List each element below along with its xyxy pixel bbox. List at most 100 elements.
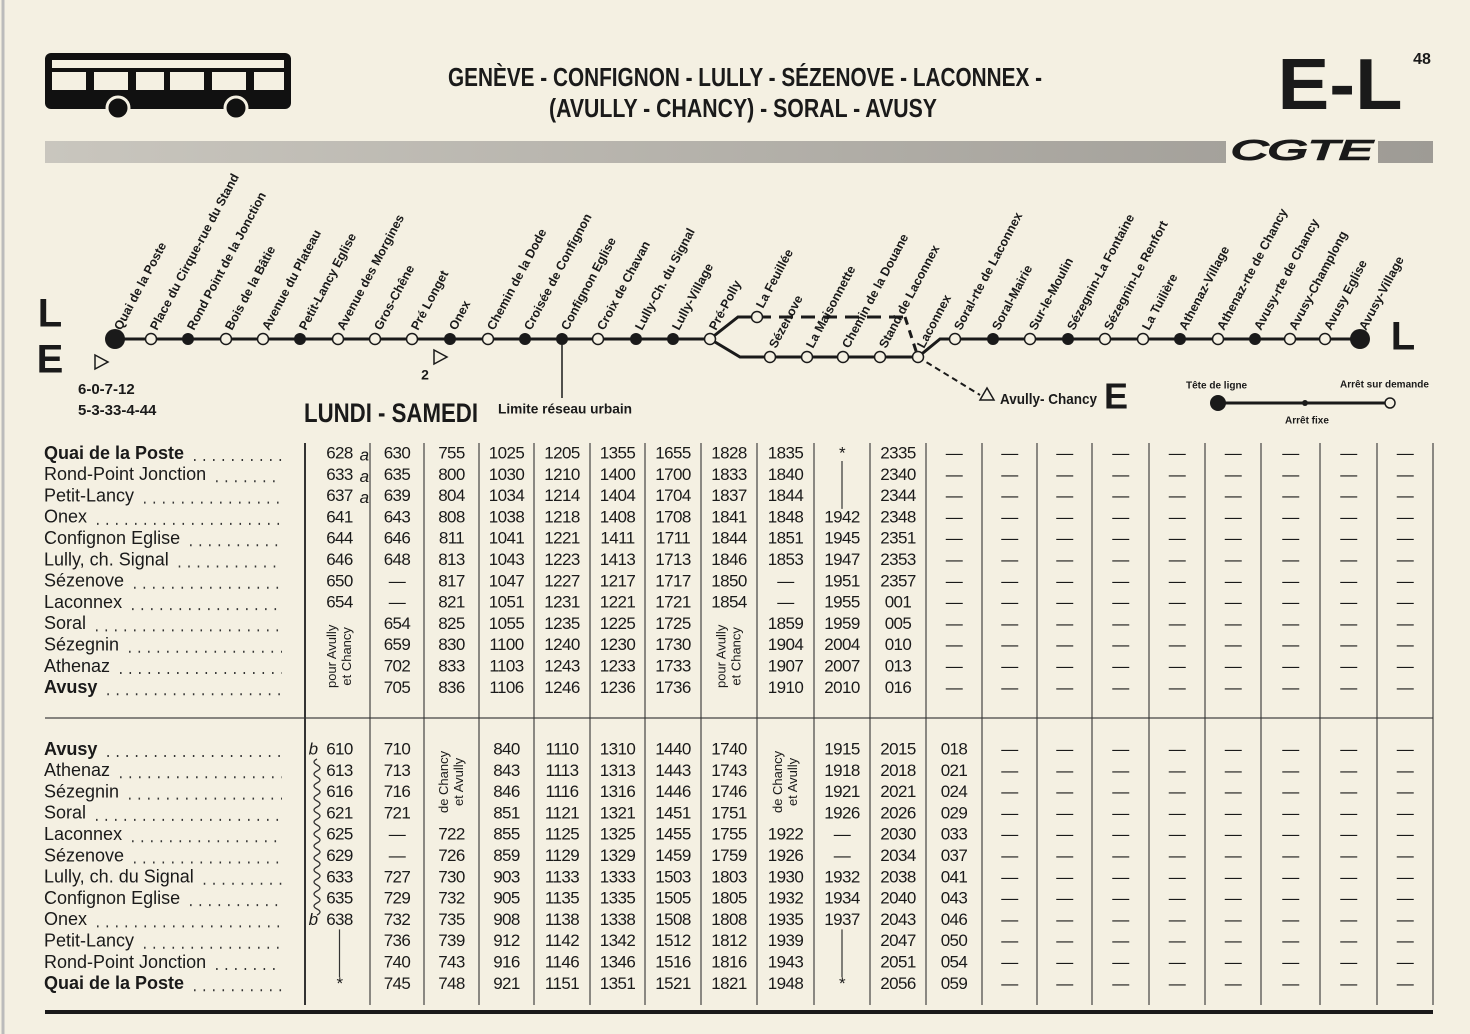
request-stop	[368, 332, 382, 346]
departure-time: 2353	[880, 550, 916, 569]
stop-name: Athenaz	[44, 656, 110, 676]
departure-time: —	[1282, 443, 1299, 462]
stop-name: Onex	[44, 909, 87, 929]
stop-name: Confignon Eglise	[44, 888, 180, 908]
departure-time: —	[1282, 761, 1299, 780]
departure-time: —	[1169, 931, 1186, 950]
departure-time: —	[946, 678, 963, 697]
departure-time: 1214	[544, 486, 580, 505]
departure-time: —	[1169, 571, 1186, 590]
departure-time: —	[1169, 656, 1186, 675]
terminus-stop	[1350, 329, 1370, 349]
departure-time: —	[1001, 656, 1018, 675]
departure-time: —	[1001, 443, 1018, 462]
legend-terminus-dot	[1210, 395, 1226, 411]
departure-time: —	[1282, 889, 1299, 908]
departure-time: —	[1282, 571, 1299, 590]
departure-time: 654	[326, 593, 353, 612]
departure-time: —	[1282, 593, 1299, 612]
departure-time: 1846	[711, 550, 747, 569]
departure-time: 1138	[545, 910, 579, 929]
terminus-stop	[105, 329, 125, 349]
departure-time: —	[1225, 910, 1242, 929]
departure-time: —	[1282, 529, 1299, 548]
departure-time: —	[1282, 739, 1299, 758]
departure-time: 1236	[600, 678, 636, 697]
request-stop	[948, 332, 962, 346]
departure-time: —	[1282, 550, 1299, 569]
request-stop	[1283, 332, 1297, 346]
departure-time: 710	[384, 739, 411, 758]
departure-time: 804	[438, 486, 465, 505]
departure-time: 1041	[489, 529, 525, 548]
departure-time: 808	[438, 507, 465, 526]
departure-time: —	[1340, 507, 1357, 526]
departure-time: —	[1340, 443, 1357, 462]
departure-time: —	[1056, 550, 1073, 569]
departure-time: —	[834, 825, 851, 844]
departure-time: 1503	[655, 867, 691, 886]
departure-time: —	[1056, 846, 1073, 865]
departure-time: —	[1056, 803, 1073, 822]
departure-time: 1907	[768, 656, 804, 675]
departure-time: 1129	[545, 846, 579, 865]
departure-time: —	[1112, 465, 1129, 484]
fixed-stop	[556, 333, 568, 345]
departure-time: 633	[326, 465, 353, 484]
departure-time: 811	[439, 529, 464, 548]
legend-request-dot	[1384, 397, 1396, 409]
stop-name: Sézegnin	[44, 634, 119, 654]
stop-name: Lully, ch. du Signal	[44, 867, 194, 887]
departure-time: 1805	[711, 889, 747, 908]
days: LUNDI - SAMEDI	[304, 398, 478, 428]
fixed-stop	[667, 333, 679, 345]
departure-time: 1231	[544, 593, 580, 612]
fixed-stop	[630, 333, 642, 345]
departure-time: —	[1282, 931, 1299, 950]
stop-name: Sézenove	[44, 845, 124, 865]
departure-time: 1210	[544, 465, 580, 484]
departure-time: —	[1282, 465, 1299, 484]
departure-time: —	[834, 846, 851, 865]
departure-time: —	[1112, 739, 1129, 758]
departure-time: —	[1056, 635, 1073, 654]
departure-time: 613	[326, 761, 353, 780]
request-stop	[481, 332, 495, 346]
departure-time: 043	[941, 889, 968, 908]
departure-time: 1146	[545, 952, 579, 971]
departure-time: 1408	[600, 507, 636, 526]
departure-time: —	[1397, 507, 1414, 526]
departure-time: 2010	[824, 678, 860, 697]
departure-time: 1934	[824, 889, 860, 908]
departure-time: 1400	[600, 465, 636, 484]
stop-name: Rond-Point Jonction	[44, 952, 206, 972]
departure-time: —	[1282, 910, 1299, 929]
departure-time: —	[1282, 614, 1299, 633]
departure-time: 740	[384, 952, 411, 971]
departure-time: 2340	[880, 465, 916, 484]
departure-time: —	[1225, 486, 1242, 505]
departure-time: —	[1112, 952, 1129, 971]
departure-time: —	[1112, 614, 1129, 633]
departure-time: 610	[326, 739, 353, 758]
departure-time: 1803	[711, 867, 747, 886]
stop-name: Quai de la Poste	[44, 973, 184, 993]
departure-time: 041	[941, 867, 968, 886]
onex-connection: 2	[421, 367, 429, 383]
connection-arrow	[94, 353, 110, 371]
stop-name: Avusy	[44, 739, 97, 759]
departure-time: 1926	[768, 846, 804, 865]
departure-time: —	[1397, 656, 1414, 675]
request-stop	[144, 332, 158, 346]
departure-time: —	[1340, 529, 1357, 548]
fixed-stop	[1174, 333, 1186, 345]
departure-time: 641	[326, 507, 353, 526]
departure-time: 748	[438, 974, 465, 993]
departure-time: —	[1001, 846, 1018, 865]
departure-time: 1943	[768, 952, 804, 971]
departure-time: 1835	[768, 443, 804, 462]
departure-time: —	[1397, 910, 1414, 929]
departure-time: —	[1397, 593, 1414, 612]
departure-time: —	[1282, 782, 1299, 801]
fixed-stop	[987, 333, 999, 345]
